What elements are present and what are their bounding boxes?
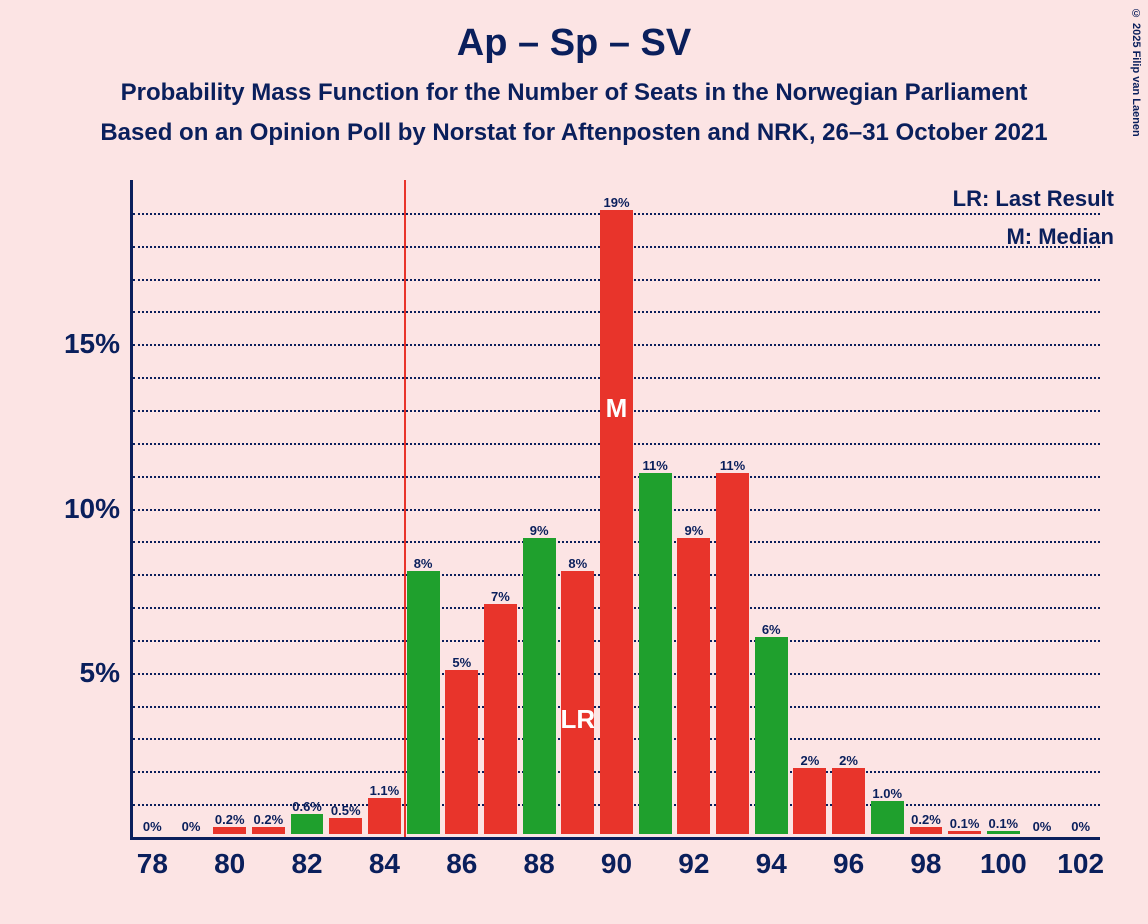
bar-value-label: 19%	[603, 195, 629, 210]
bar	[910, 827, 943, 834]
x-axis-tick-label: 88	[524, 848, 555, 880]
x-axis-tick-label: 98	[910, 848, 941, 880]
bar	[291, 814, 324, 834]
bar	[213, 827, 246, 834]
bar-value-label: 2%	[839, 753, 858, 768]
bar	[407, 571, 440, 834]
bar	[561, 571, 594, 834]
bar	[987, 831, 1020, 834]
y-axis-tick-label: 15%	[64, 328, 120, 360]
bar	[948, 831, 981, 834]
bar-value-label: 1.0%	[872, 786, 902, 801]
bar-value-label: 0.6%	[292, 799, 322, 814]
bar-value-label: 7%	[491, 589, 510, 604]
bar	[793, 768, 826, 834]
bar	[368, 798, 401, 834]
x-axis-tick-label: 102	[1057, 848, 1104, 880]
bar-value-label: 5%	[452, 655, 471, 670]
bar-value-label: 0%	[1071, 819, 1090, 834]
bar-value-label: 2%	[800, 753, 819, 768]
bar	[252, 827, 285, 834]
bar-value-label: 0%	[182, 819, 201, 834]
bar-value-label: 0.5%	[331, 803, 361, 818]
bar	[716, 473, 749, 834]
bar	[484, 604, 517, 834]
bar-value-label: 0.2%	[215, 812, 245, 827]
bar	[445, 670, 478, 834]
bar-value-label: 9%	[684, 523, 703, 538]
plot-box: 5%10%15%78808284868890929496981001020%0%…	[130, 180, 1100, 840]
x-axis-tick-label: 86	[446, 848, 477, 880]
x-axis-tick-label: 84	[369, 848, 400, 880]
bar-value-label: 0%	[143, 819, 162, 834]
bar-value-label: 0%	[1033, 819, 1052, 834]
x-axis-tick-label: 100	[980, 848, 1027, 880]
y-axis-tick-label: 5%	[80, 657, 120, 689]
x-axis-tick-label: 92	[678, 848, 709, 880]
bar	[639, 473, 672, 834]
chart-subtitle-2: Based on an Opinion Poll by Norstat for …	[0, 119, 1148, 147]
x-axis-tick-label: 78	[137, 848, 168, 880]
majority-line	[404, 180, 406, 837]
last-result-marker: LR	[560, 704, 595, 735]
bar	[871, 801, 904, 834]
y-axis-tick-label: 10%	[64, 493, 120, 525]
bar-value-label: 9%	[530, 523, 549, 538]
bar-value-label: 0.2%	[254, 812, 284, 827]
x-axis-tick-label: 82	[291, 848, 322, 880]
x-axis-tick-label: 80	[214, 848, 245, 880]
median-marker: M	[606, 393, 628, 424]
bar	[755, 637, 788, 834]
bar-value-label: 0.1%	[950, 816, 980, 831]
x-axis-tick-label: 96	[833, 848, 864, 880]
bar-value-label: 0.1%	[988, 816, 1018, 831]
bar-value-label: 8%	[414, 556, 433, 571]
bar-value-label: 8%	[568, 556, 587, 571]
bar	[677, 538, 710, 834]
x-axis-tick-label: 94	[756, 848, 787, 880]
chart-subtitle-1: Probability Mass Function for the Number…	[0, 79, 1148, 107]
bar-value-label: 11%	[720, 458, 745, 473]
bar	[832, 768, 865, 834]
copyright-text: © 2025 Filip van Laenen	[1130, 8, 1142, 137]
bar	[329, 818, 362, 834]
legend-lr: LR: Last Result	[953, 186, 1114, 212]
bar-value-label: 0.2%	[911, 812, 941, 827]
bar	[523, 538, 556, 834]
bar-value-label: 11%	[643, 458, 668, 473]
legend-m: M: Median	[1006, 224, 1114, 250]
bar-value-label: 6%	[762, 622, 781, 637]
bar	[600, 210, 633, 834]
bar-value-label: 1.1%	[370, 783, 400, 798]
chart-title: Ap – Sp – SV	[0, 0, 1148, 65]
x-axis-tick-label: 90	[601, 848, 632, 880]
chart-area: 5%10%15%78808284868890929496981001020%0%…	[130, 180, 1120, 840]
